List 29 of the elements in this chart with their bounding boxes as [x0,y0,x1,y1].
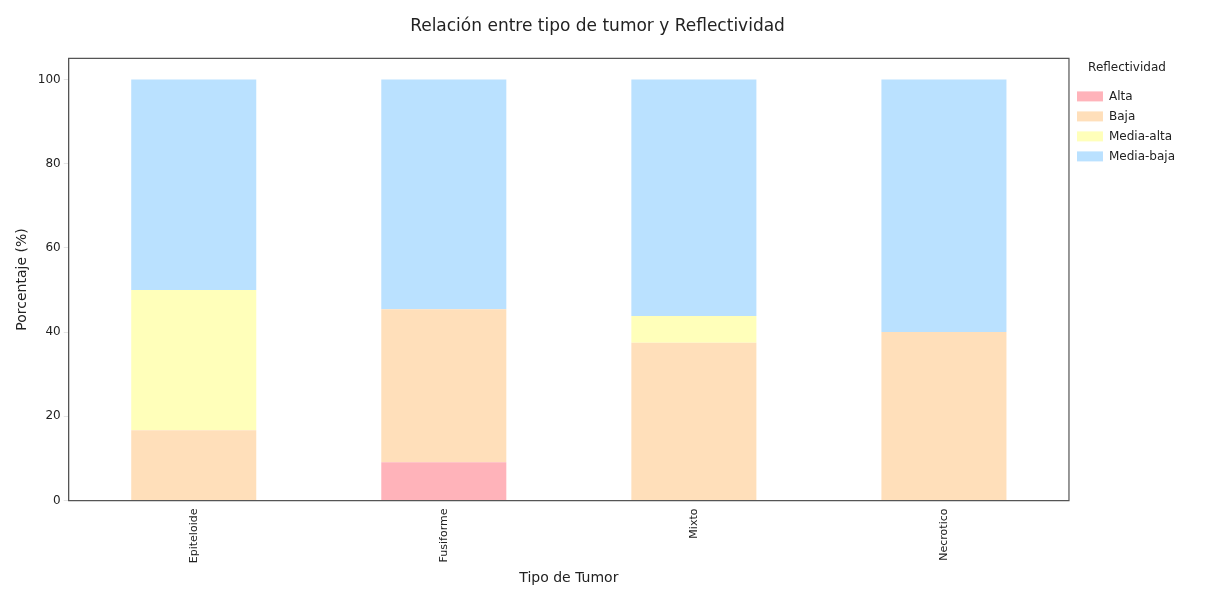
y-tick-label: 0 [53,492,61,507]
bar [881,332,1007,501]
x-tick-label: Necrotico [936,508,950,561]
y-tick-label: 20 [45,408,61,423]
legend-label: Media-alta [1108,128,1173,143]
bar [131,79,257,290]
bar [131,430,257,501]
bar [131,290,257,431]
y-tick-label: 80 [45,155,61,170]
bar [881,79,1007,333]
chart-title: Relación entre tipo de tumor y Reflectividad [410,14,785,35]
bar [381,462,507,501]
y-tick-label: 40 [45,324,61,339]
y-axis-title: Porcentaje (%) [13,228,30,331]
x-tick-label: Fusiforme [436,508,450,563]
x-axis-title: Tipo de Tumor [518,569,619,586]
legend-label: Baja [1108,108,1136,123]
legend-label: Alta [1108,88,1133,103]
y-tick-label: 100 [37,71,61,86]
y-tick-label: 60 [45,240,61,255]
bar [631,342,757,501]
x-tick-label: Mixto [686,508,700,539]
bar [631,79,757,317]
x-tick-label: Epiteloide [186,508,200,564]
legend-title: Reflectividad [1088,60,1166,75]
bar [631,316,757,343]
bar [381,309,507,463]
legend-label: Media-baja [1108,148,1175,163]
bar [381,79,507,310]
